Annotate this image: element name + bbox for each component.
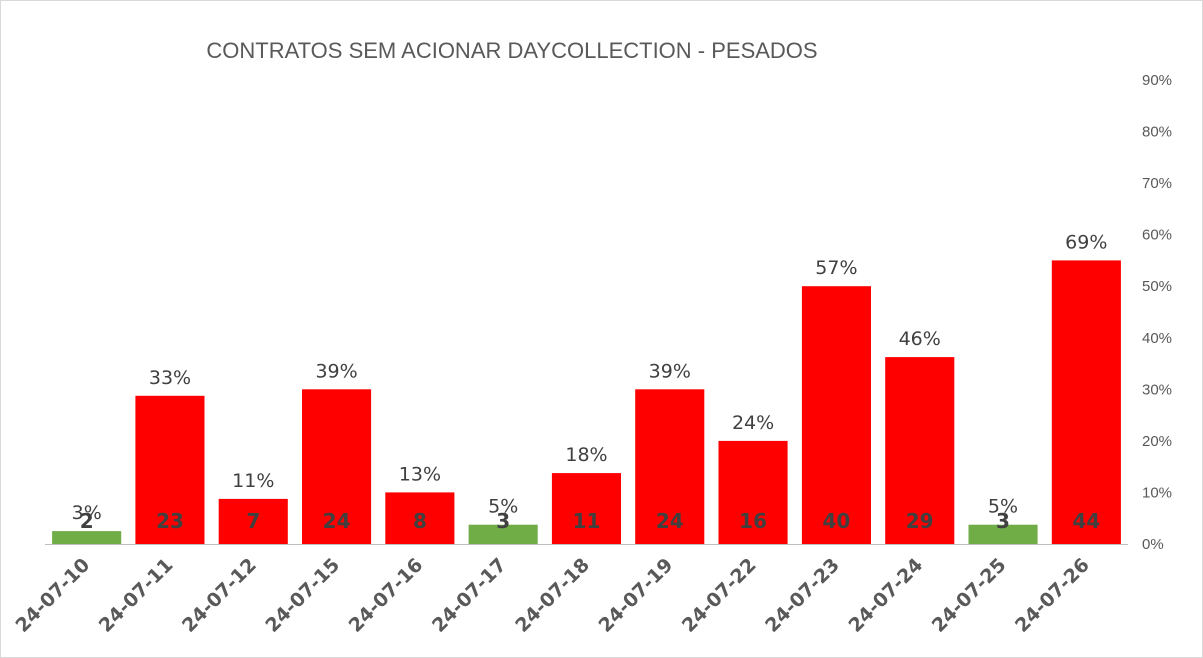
y2-tick-label: 20% xyxy=(1142,433,1172,450)
count-label-24-07-15: 24 xyxy=(323,509,351,533)
count-label-24-07-24: 29 xyxy=(906,509,934,533)
bars-group xyxy=(52,260,1121,544)
bar-24-07-22 xyxy=(718,440,788,544)
y2-tick-label: 40% xyxy=(1142,330,1172,347)
x-tick-label: 24-07-23 xyxy=(761,554,844,637)
count-label-24-07-22: 16 xyxy=(739,509,767,533)
y2-tick-label: 10% xyxy=(1142,484,1172,501)
y2-tick-label: 30% xyxy=(1142,381,1172,398)
count-label-24-07-17: 3 xyxy=(496,509,510,533)
bar-24-07-23 xyxy=(801,286,871,544)
bar-24-07-18 xyxy=(551,473,621,544)
count-label-24-07-23: 40 xyxy=(822,509,850,533)
y2-tick-label: 80% xyxy=(1142,124,1172,141)
x-tick-label: 24-07-12 xyxy=(178,554,261,637)
percent-label-24-07-17: 5% xyxy=(488,496,518,518)
y2-tick-label: 90% xyxy=(1142,72,1172,89)
bar-24-07-24 xyxy=(885,357,955,544)
bar-24-07-12 xyxy=(218,498,288,544)
bar-24-07-26 xyxy=(1051,260,1121,544)
y2-tick-label: 50% xyxy=(1142,278,1172,295)
x-tick-label: 24-07-11 xyxy=(95,554,178,637)
x-tick-label: 24-07-10 xyxy=(11,554,94,637)
x-tick-label: 24-07-22 xyxy=(678,554,761,637)
percent-label-24-07-18: 18% xyxy=(565,444,607,466)
percent-label-24-07-25: 5% xyxy=(988,496,1018,518)
bar-24-07-25 xyxy=(968,524,1038,544)
x-tick-label: 24-07-16 xyxy=(345,554,428,637)
chart-title: CONTRATOS SEM ACIONAR DAYCOLLECTION - PE… xyxy=(206,38,817,63)
bar-24-07-16 xyxy=(385,492,455,544)
percent-label-24-07-12: 11% xyxy=(232,470,274,492)
x-axis: 24-07-10 24-07-11 24-07-12 24-07-15 24-07-16… xyxy=(11,544,1128,637)
x-tick-label: 24-07-19 xyxy=(595,554,678,637)
bar-24-07-11 xyxy=(135,395,205,544)
bar-24-07-15 xyxy=(302,389,372,544)
count-label-24-07-16: 8 xyxy=(413,509,427,533)
x-tick-label: 24-07-24 xyxy=(844,554,927,637)
bar-24-07-10 xyxy=(52,531,122,544)
x-tick-label: 24-07-26 xyxy=(1011,554,1094,637)
bar-24-07-19 xyxy=(635,389,705,544)
count-label-24-07-12: 7 xyxy=(246,509,260,533)
percent-label-24-07-26: 69% xyxy=(1065,231,1107,253)
percent-label-24-07-15: 39% xyxy=(315,360,357,382)
count-label-24-07-10: 2 xyxy=(80,509,94,533)
x-tick-label: 24-07-15 xyxy=(261,554,344,637)
y2-tick-label: 60% xyxy=(1142,227,1172,244)
count-label-24-07-25: 3 xyxy=(996,509,1010,533)
count-label-24-07-19: 24 xyxy=(656,509,684,533)
percent-label-24-07-10: 3% xyxy=(72,502,102,524)
percent-label-24-07-23: 57% xyxy=(815,257,857,279)
percent-label-24-07-19: 39% xyxy=(649,360,691,382)
labels-group: 2 23 7 24 8 3 11 24 16 40 29 3 44 3% 33% 11% 39% 13% 5% 18%… xyxy=(72,231,1108,533)
percent-label-24-07-22: 24% xyxy=(732,412,774,434)
count-label-24-07-18: 11 xyxy=(573,509,601,533)
percent-label-24-07-24: 46% xyxy=(899,328,941,350)
x-tick-label: 24-07-17 xyxy=(428,554,511,637)
y2-tick-label: 70% xyxy=(1142,175,1172,192)
bar-24-07-17 xyxy=(468,524,538,544)
y2-tick-label: 0% xyxy=(1142,536,1164,553)
y-axis-right: 0% 10% 20% 30% 40% 50% 60% 70% 80% 90% xyxy=(1142,72,1172,553)
x-tick-label: 24-07-25 xyxy=(928,554,1011,637)
x-tick-label: 24-07-18 xyxy=(511,554,594,637)
count-label-24-07-26: 44 xyxy=(1072,509,1100,533)
percent-label-24-07-16: 13% xyxy=(399,463,441,485)
count-label-24-07-11: 23 xyxy=(156,509,184,533)
percent-label-24-07-11: 33% xyxy=(149,367,191,389)
